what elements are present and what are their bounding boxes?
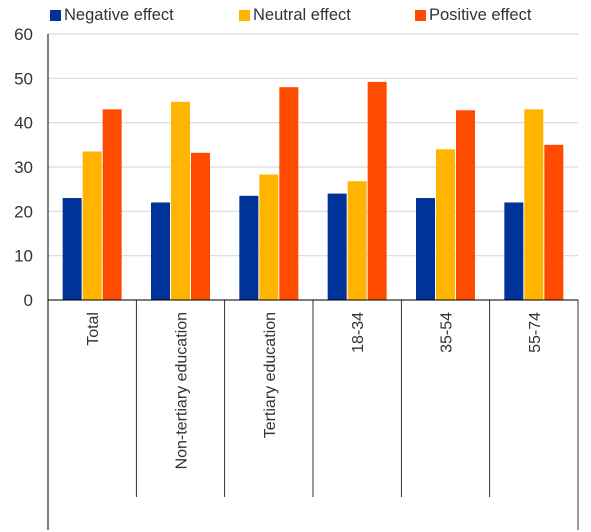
- bar-negative-effect-tertiary-education: [239, 195, 259, 300]
- x-tick-label-total: Total: [85, 312, 102, 346]
- bar-negative-effect-55-74: [504, 202, 524, 300]
- y-tick-label-0: 0: [24, 291, 33, 310]
- bar-negative-effect-18-34: [327, 193, 347, 300]
- y-tick-label-50: 50: [14, 69, 33, 88]
- bar-neutral-effect-tertiary-education: [259, 174, 279, 300]
- bar-positive-effect-total: [102, 109, 122, 300]
- legend-swatch-negative: [50, 10, 61, 21]
- legend-swatch-neutral: [239, 10, 250, 21]
- y-tick-label-30: 30: [14, 158, 33, 177]
- bar-positive-effect-35-54: [456, 110, 475, 301]
- x-axis-tick-labels: Total Non-tertiary education Tertiary educ…: [85, 312, 544, 470]
- bar-positive-effect-non-tertiary-education: [191, 152, 210, 300]
- axes: [47, 34, 579, 530]
- bar-negative-effect-total: [62, 198, 82, 300]
- y-tick-label-20: 20: [14, 202, 33, 221]
- bar-neutral-effect-35-54: [436, 149, 455, 300]
- bar-neutral-effect-55-74: [524, 109, 544, 300]
- legend-item-positive: Positive effect: [415, 6, 531, 25]
- y-tick-label-60: 60: [14, 25, 33, 44]
- bar-positive-effect-tertiary-education: [279, 87, 299, 300]
- legend-label-positive: Positive effect: [429, 6, 532, 24]
- bar-negative-effect-35-54: [416, 198, 435, 300]
- x-tick-label-18-34: 18-34: [350, 312, 367, 353]
- bar-positive-effect-18-34: [367, 81, 387, 300]
- legend-label-neutral: Neutral effect: [253, 6, 351, 24]
- legend-label-negative: Negative effect: [64, 6, 174, 24]
- bars: [62, 81, 564, 301]
- legend-swatch-positive: [415, 10, 426, 21]
- legend-item-negative: Negative effect: [50, 6, 174, 25]
- x-tick-label-tertiary-education: Tertiary education: [262, 312, 279, 438]
- bar-neutral-effect-18-34: [347, 181, 367, 300]
- y-axis-tick-labels: 0 10 20 30 40 50 60: [14, 25, 33, 310]
- y-tick-label-10: 10: [14, 247, 33, 266]
- x-tick-label-35-54: 35-54: [439, 312, 456, 353]
- bar-positive-effect-55-74: [544, 144, 564, 300]
- bar-neutral-effect-non-tertiary-education: [171, 101, 190, 300]
- bar-neutral-effect-total: [82, 151, 102, 300]
- bar-negative-effect-non-tertiary-education: [151, 202, 170, 300]
- x-tick-label-55-74: 55-74: [527, 312, 544, 353]
- x-tick-label-non-tertiary-education: Non-tertiary education: [174, 312, 191, 469]
- y-tick-label-40: 40: [14, 114, 33, 133]
- gridlines: [48, 33, 578, 301]
- legend-item-neutral: Neutral effect: [239, 6, 351, 25]
